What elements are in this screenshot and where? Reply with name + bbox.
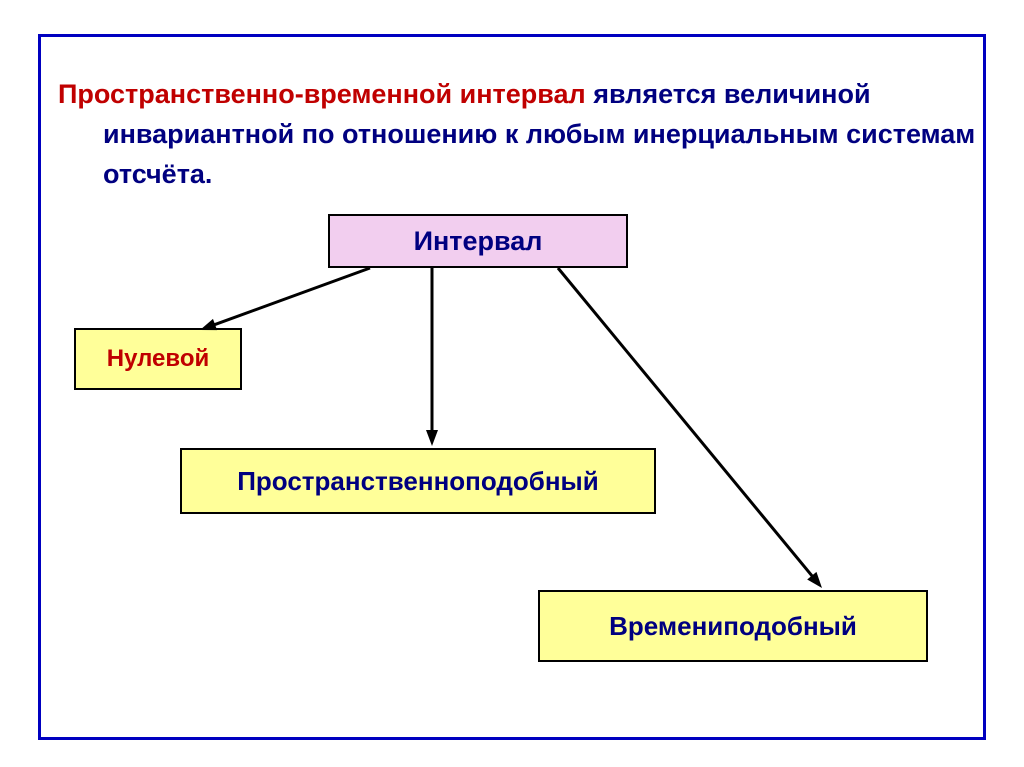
heading: Пространственно-временной интервал являе… [58,74,1003,194]
node-null-label: Нулевой [107,345,210,373]
node-spacelike-label: Пространственноподобный [237,466,599,497]
node-interval-label: Интервал [414,226,543,257]
node-timelike-label: Времениподобный [609,611,857,642]
node-null: Нулевой [74,328,242,390]
heading-term: Пространственно-временной интервал [58,79,586,109]
node-interval: Интервал [328,214,628,268]
node-timelike: Времениподобный [538,590,928,662]
node-spacelike: Пространственноподобный [180,448,656,514]
